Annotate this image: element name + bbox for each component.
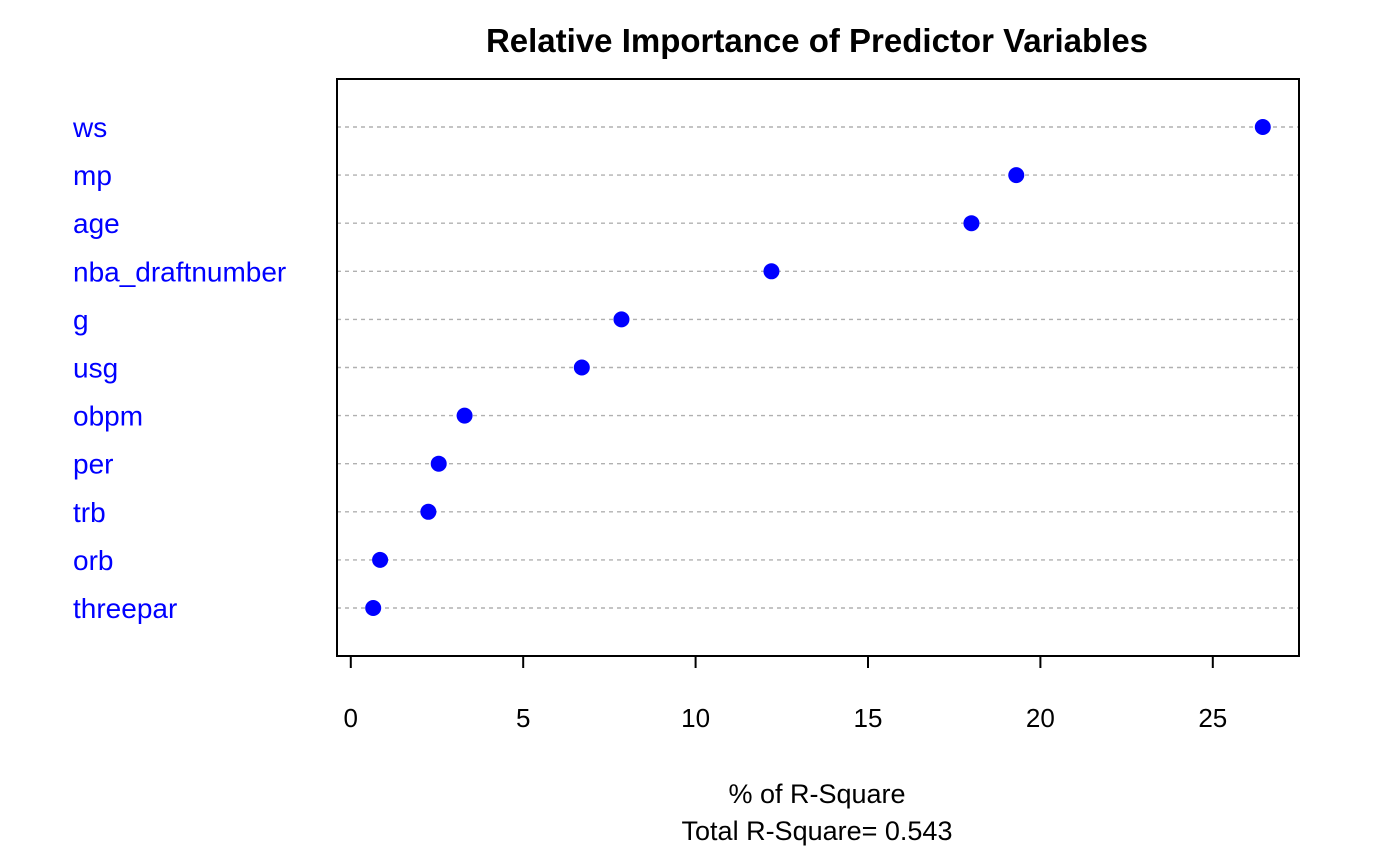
- data-point: [1254, 119, 1271, 135]
- data-point: [763, 263, 780, 280]
- category-label: ws: [72, 112, 107, 143]
- category-label: obpm: [73, 401, 143, 432]
- category-label: mp: [73, 160, 112, 191]
- category-label: age: [73, 208, 120, 239]
- x-axis: 0 5 10 15 20 25: [344, 655, 1227, 733]
- data-point: [365, 600, 382, 616]
- chart-title: Relative Importance of Predictor Variabl…: [486, 22, 1148, 59]
- data-points: [365, 119, 1271, 616]
- data-point: [1008, 167, 1025, 184]
- category-label: g: [73, 304, 89, 335]
- x-tick-label: 10: [681, 703, 710, 733]
- data-point: [573, 359, 590, 376]
- category-label: trb: [73, 497, 106, 528]
- category-label: usg: [73, 353, 118, 384]
- category-label: per: [73, 449, 113, 480]
- x-tick-label: 25: [1198, 703, 1227, 733]
- category-label: nba_draftnumber: [73, 256, 286, 287]
- x-axis-label: % of R-Square: [728, 779, 905, 809]
- x-tick-label: 5: [516, 703, 530, 733]
- category-label: orb: [73, 545, 113, 576]
- x-tick-label: 20: [1026, 703, 1055, 733]
- total-r-square-subtitle: Total R-Square= 0.543: [682, 816, 953, 846]
- data-point: [613, 311, 630, 328]
- data-point: [420, 503, 437, 520]
- data-point: [963, 215, 980, 232]
- grid-lines: [337, 126, 1299, 609]
- x-tick-label: 0: [344, 703, 358, 733]
- x-tick-label: 15: [854, 703, 883, 733]
- category-label: threepar: [73, 593, 177, 624]
- data-point: [456, 407, 473, 424]
- data-point: [372, 551, 389, 568]
- data-point: [430, 455, 447, 472]
